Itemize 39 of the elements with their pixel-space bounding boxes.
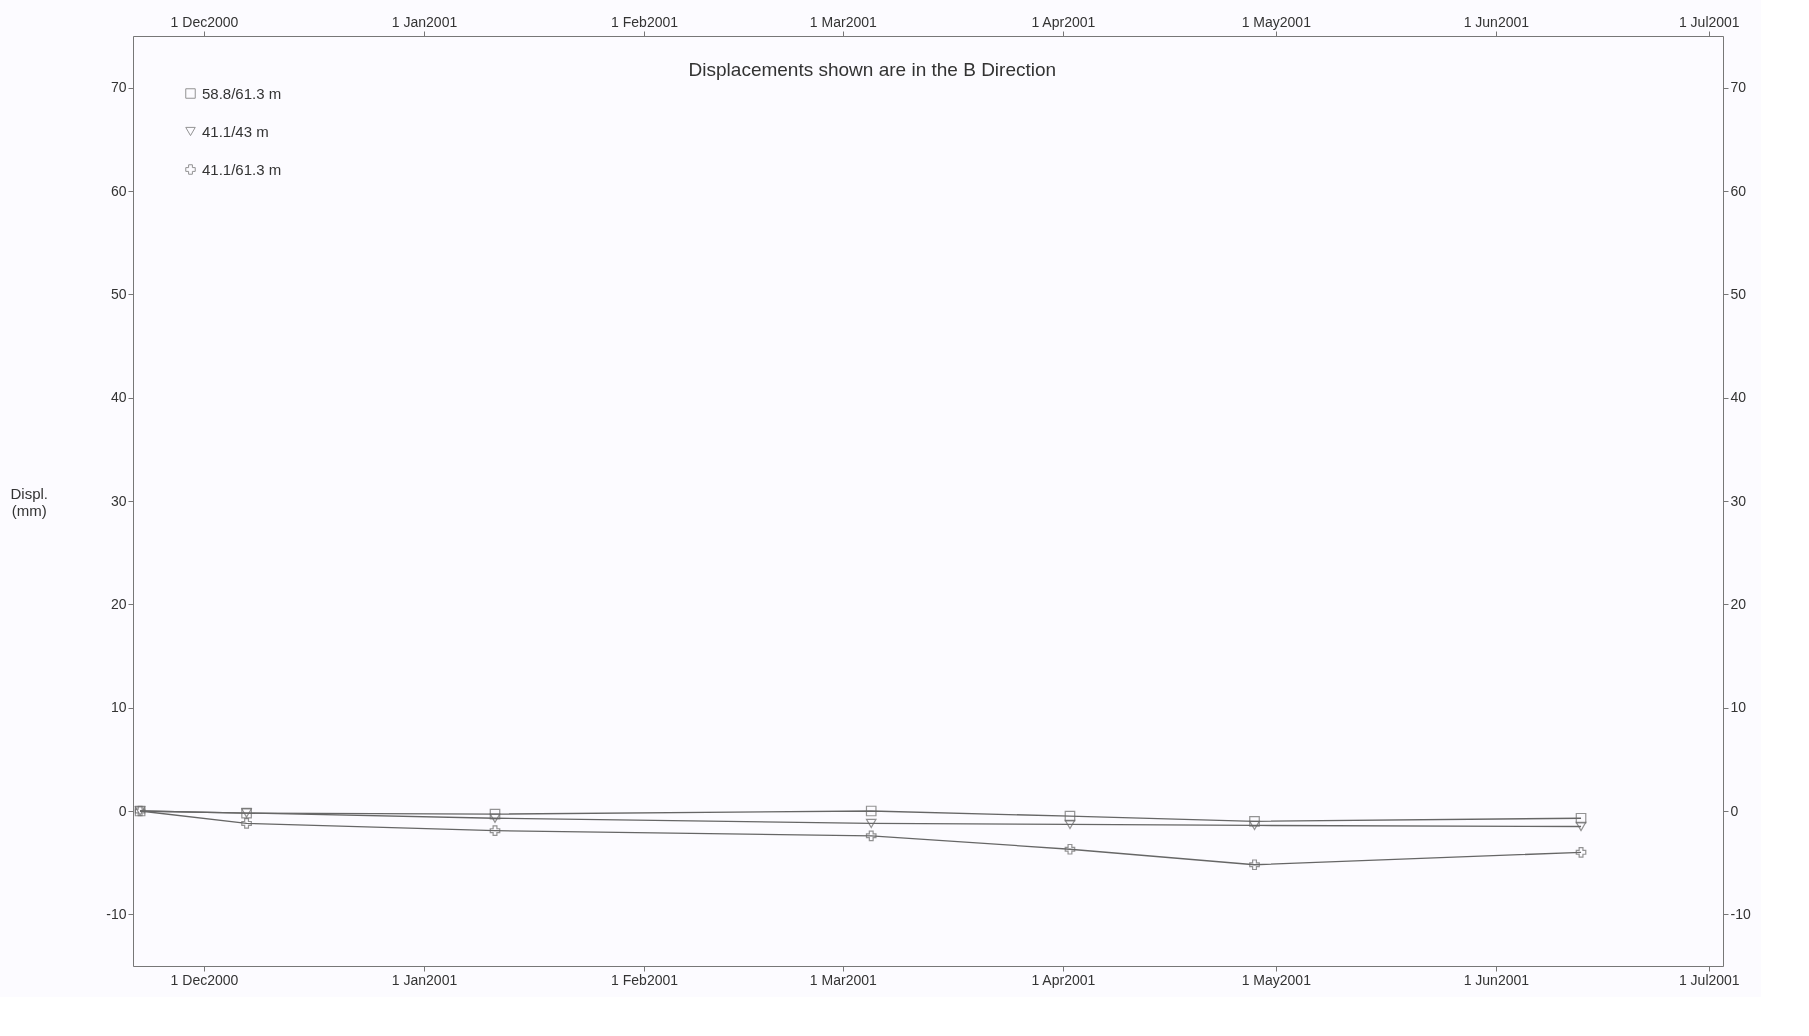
y2-tick-label: 10 [1730,699,1747,716]
y2-tick-label: 70 [1730,79,1747,96]
x2-tick-label: 1 Jul2001 [1678,13,1740,30]
y-tick-label: 0 [118,802,127,819]
x2-tick-label: 1 Dec2000 [170,13,239,30]
x-tick-label: 1 Jul2001 [1678,971,1740,988]
x2-tick-label: 1 Jun2001 [1463,13,1530,30]
y-tick-label: 40 [110,389,127,406]
x-tick-label: 1 Jan2001 [391,971,458,988]
y-tick-label: -10 [106,905,127,922]
legend-label: 58.8/61.3 m [202,84,282,102]
x-tick-label: 1 May2001 [1241,971,1312,988]
y2-tick-label: 40 [1730,389,1747,406]
x2-tick-label: 1 Feb2001 [611,13,679,30]
y-tick-label: 50 [110,285,127,302]
y-tick-label: 20 [110,595,127,612]
x-tick-label: 1 Dec2000 [170,971,239,988]
legend-label: 41.1/61.3 m [202,160,282,178]
y2-tick-label: 50 [1730,285,1747,302]
y-tick-label: 60 [110,182,127,199]
x-tick-label: 1 Feb2001 [611,971,679,988]
y-tick-label: 30 [110,492,127,509]
x-tick-label: 1 Apr2001 [1031,971,1096,988]
text: Displacements shown are in the B Direction [688,59,1057,80]
x2-tick-label: 1 May2001 [1241,13,1312,30]
x2-tick-label: 1 Apr2001 [1031,13,1096,30]
legend-label: 41.1/43 m [202,122,269,140]
y-tick-label: 10 [110,699,127,716]
y2-tick-label: 60 [1730,182,1747,199]
x-tick-label: 1 Jun2001 [1463,971,1530,988]
y-tick-label: 70 [110,79,127,96]
y2-tick-label: -10 [1730,905,1751,922]
x2-tick-label: 1 Jan2001 [391,13,458,30]
x2-tick-label: 1 Mar2001 [809,13,877,30]
y2-tick-label: 30 [1730,492,1747,509]
y2-tick-label: 20 [1730,595,1747,612]
y2-tick-label: 0 [1730,802,1739,819]
y-axis-title: Displ. (mm) [10,484,49,519]
x-tick-label: 1 Mar2001 [809,971,877,988]
